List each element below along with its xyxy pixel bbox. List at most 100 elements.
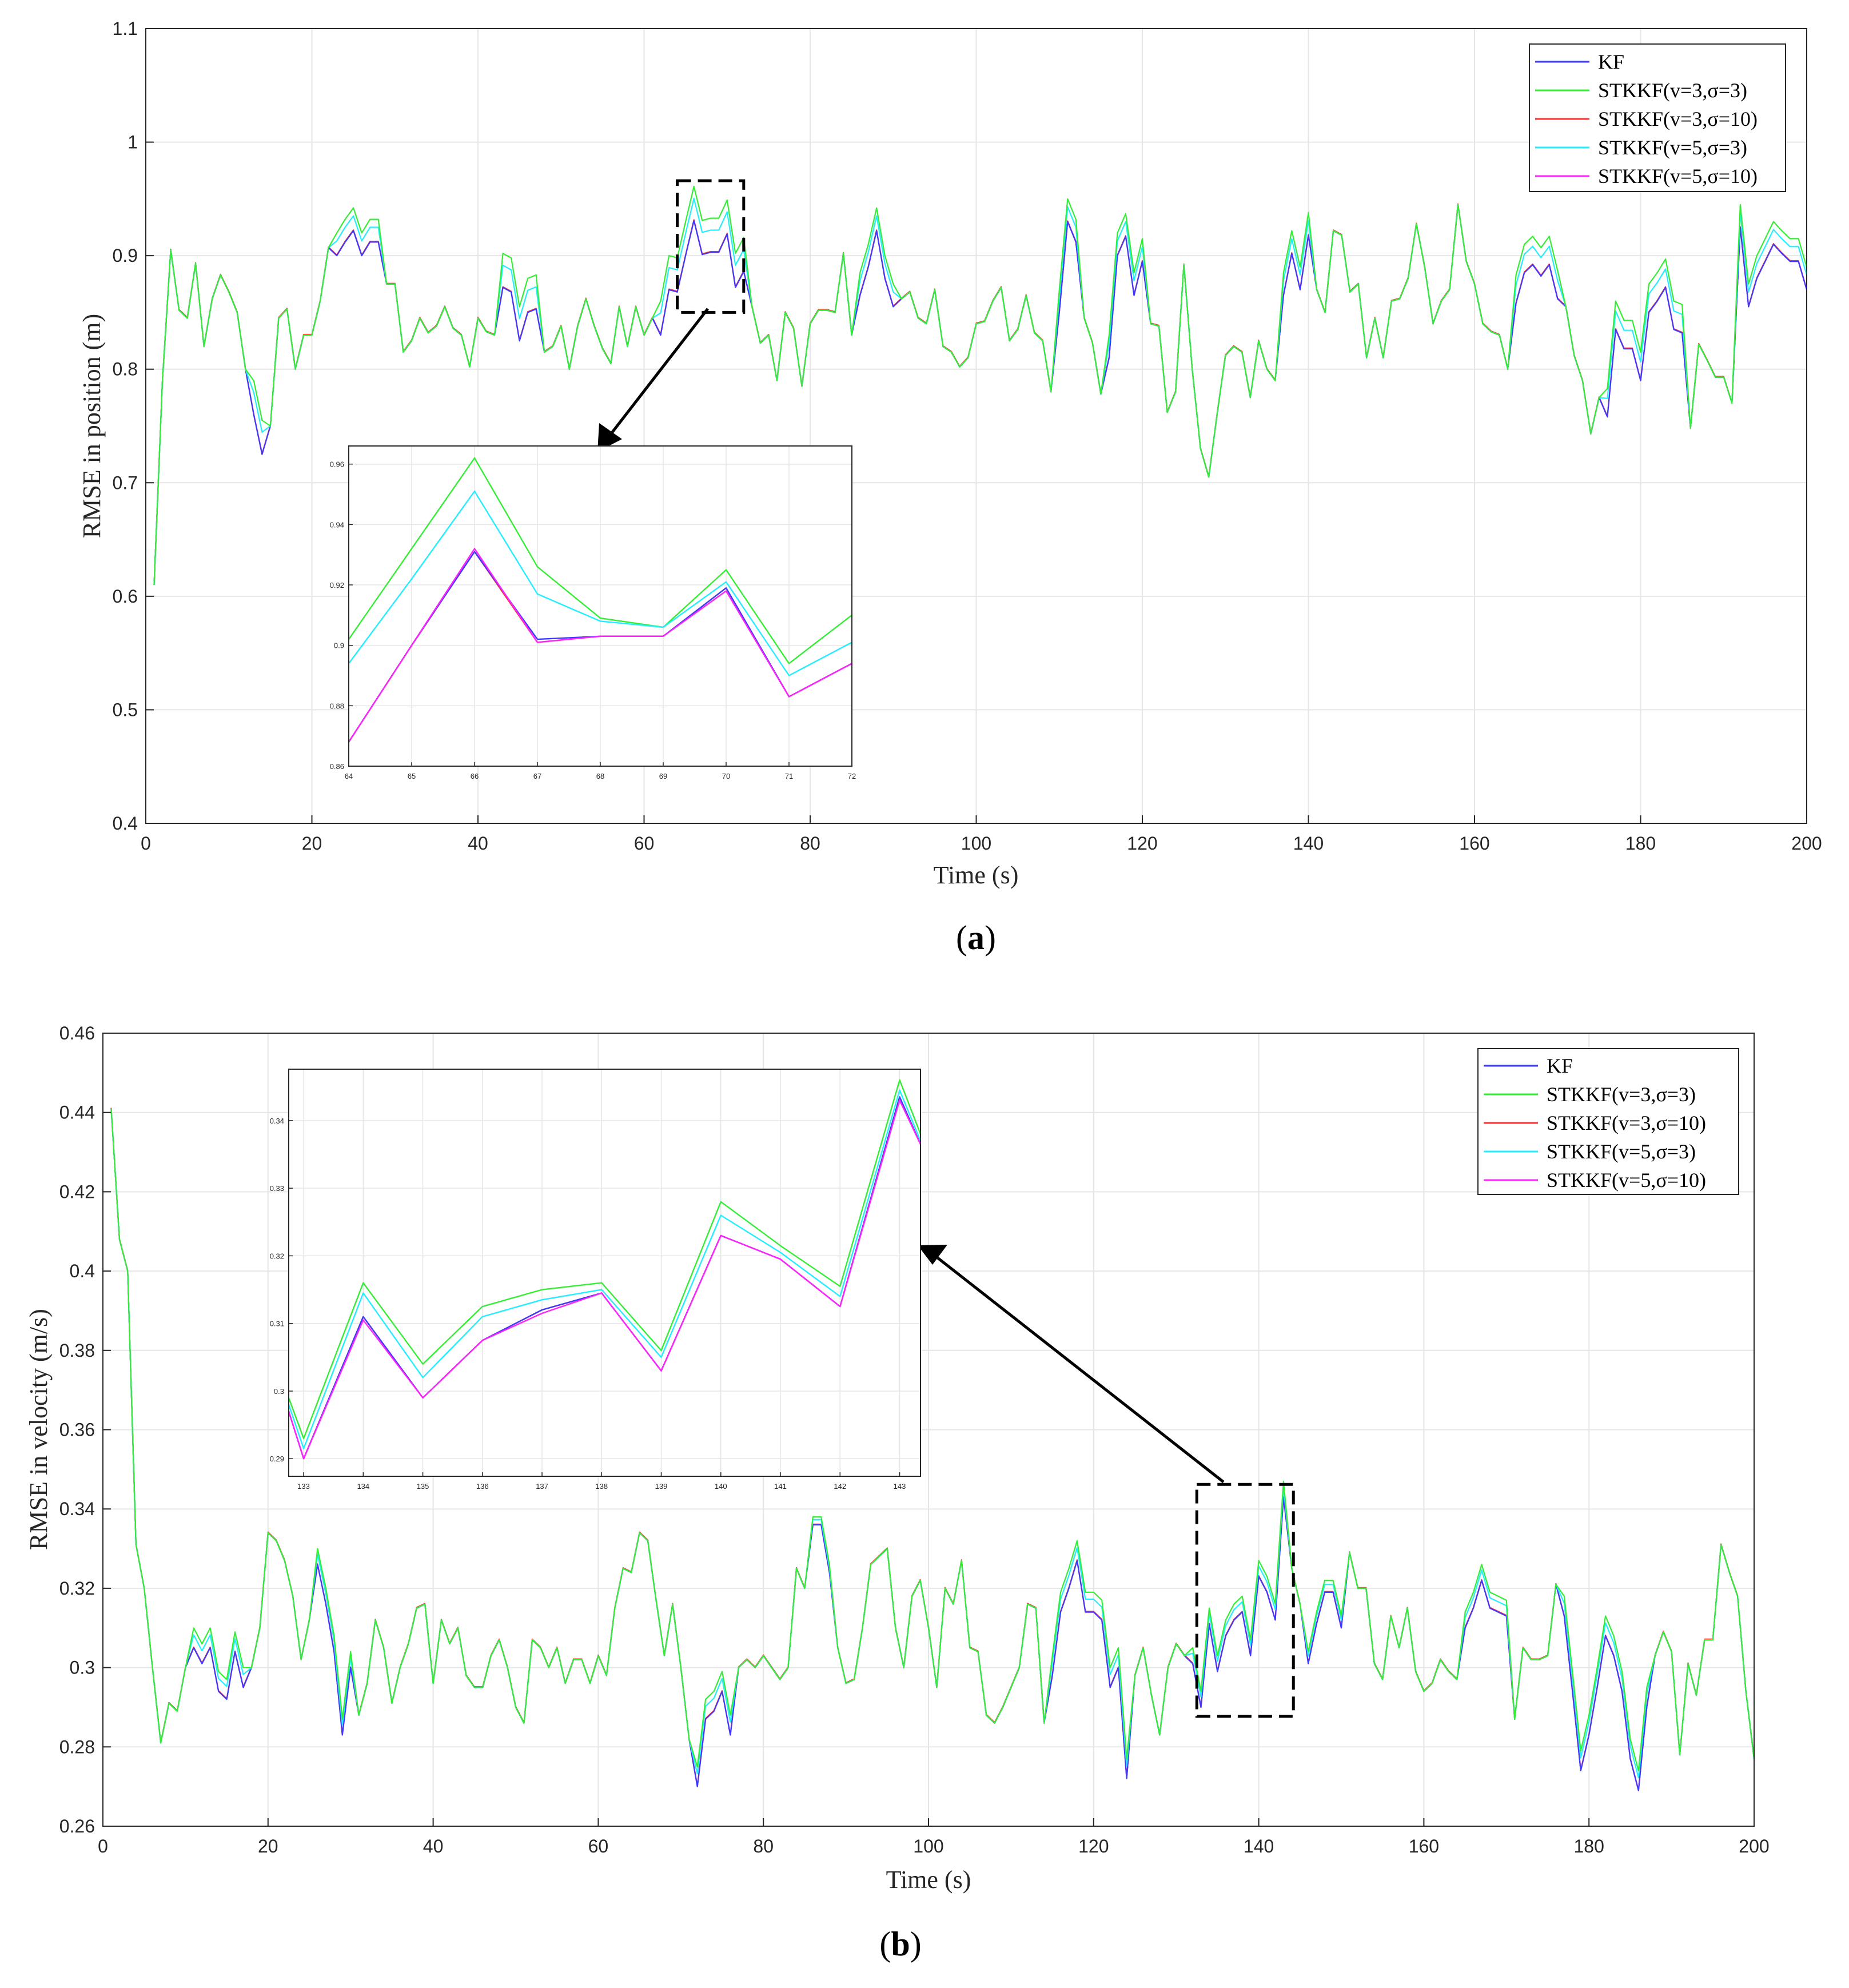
legend-a-stkkf53-label: STKKF(v=5,σ=3) — [1598, 136, 1747, 159]
chart-a-ytick-0.9: 0.9 — [113, 245, 138, 266]
chart-b-ytick-0.26: 0.26 — [59, 1816, 95, 1836]
chart-a-inset-xtick-67: 67 — [533, 772, 541, 780]
chart-a-inset-line-stkkf-v-5-10 — [348, 548, 852, 743]
chart-a-xtick-140: 140 — [1293, 833, 1324, 854]
chart-a-inset-ytick-0.94: 0.94 — [330, 520, 344, 529]
chart-b-xtick-160: 160 — [1409, 1836, 1439, 1856]
chart-b-series — [110, 1107, 1755, 1791]
chart-a-ytick-1.1: 1.1 — [113, 18, 138, 39]
chart-a-ytick-0.6: 0.6 — [113, 586, 138, 607]
chart-b-inset-ytick-0.29: 0.29 — [270, 1455, 284, 1463]
chart-b-inset-ytick-0.32: 0.32 — [270, 1252, 284, 1260]
chart-a-xtick-0: 0 — [141, 833, 151, 854]
chart-a-inset-xtick-70: 70 — [722, 772, 730, 780]
chart-b-ytick-0.32: 0.32 — [59, 1578, 95, 1599]
chart-b-inset-xtick-142: 142 — [834, 1482, 846, 1491]
chart-b-inset-line-stkkf-v-5-3 — [288, 1089, 922, 1449]
legend-b-stkkf33-label: STKKF(v=3,σ=3) — [1547, 1083, 1696, 1106]
chart-b-ytick-0.38: 0.38 — [59, 1340, 95, 1361]
chart-a-xtick-40: 40 — [468, 833, 488, 854]
chart-a-inset-xtick-71: 71 — [785, 772, 793, 780]
chart-b-inset-xtick-141: 141 — [774, 1482, 787, 1491]
chart-b-inset-xtick-140: 140 — [715, 1482, 727, 1491]
chart-b-inset-ticks: 133 134 135 136 137 138 139 140 141 142 143 0.29 0.3… — [270, 1117, 906, 1491]
chart-b-inset-xtick-136: 136 — [476, 1482, 489, 1491]
chart-b-inset-ytick-0.3: 0.3 — [274, 1387, 284, 1396]
chart-b-xtick-20: 20 — [258, 1836, 278, 1856]
chart-a-inset-line-stkkf-v-3-3 — [348, 457, 852, 664]
legend-a-stkkf510-label: STKKF(v=5,σ=10) — [1598, 165, 1758, 188]
chart-b-inset-xtick-139: 139 — [655, 1482, 668, 1491]
chart-a-xtick-200: 200 — [1791, 833, 1822, 854]
chart-b-ylabel: RMSE in velocity (m/s) — [25, 1309, 53, 1550]
chart-b-inset-ytick-0.33: 0.33 — [270, 1184, 284, 1193]
chart-b-ytick-0.46: 0.46 — [59, 1023, 95, 1043]
chart-a-xtick-120: 120 — [1127, 833, 1157, 854]
chart-b-ticks: 0 20 40 60 80 100 120 140 160 180 200 0.26 0.28 0.3 0.… — [59, 1023, 1770, 1856]
legend-a-kf-label: KF — [1598, 50, 1624, 73]
chart-a-ticks: 0 20 40 60 80 100 120 140 160 180 200 0.4 0.5 0.6 0.7 0… — [113, 18, 1822, 854]
chart-a-series — [153, 185, 1808, 585]
chart-a-zoom-arrow — [605, 308, 709, 441]
chart-b-xtick-0: 0 — [98, 1836, 108, 1856]
caption-a: (a) — [956, 919, 996, 957]
legend-b-stkkf510-label: STKKF(v=5,σ=10) — [1547, 1169, 1706, 1192]
chart-b-inset-line-stkkf-v-3-3 — [288, 1079, 922, 1440]
chart-b-inset-xtick-133: 133 — [297, 1482, 310, 1491]
chart-b-xtick-100: 100 — [913, 1836, 943, 1856]
chart-b-inset-xtick-137: 137 — [536, 1482, 548, 1491]
chart-b-inset: 133 134 135 136 137 138 139 140 141 142 143 0.29 0.3… — [270, 1069, 922, 1491]
chart-b-ytick-0.28: 0.28 — [59, 1736, 95, 1757]
chart-b-line-stkkf-v-3-3 — [110, 1108, 1755, 1771]
chart-a-ytick-0.4: 0.4 — [113, 813, 138, 834]
chart-a-xtick-160: 160 — [1459, 833, 1489, 854]
chart-a-xtick-80: 80 — [800, 833, 820, 854]
chart-a-inset-xtick-65: 65 — [408, 772, 416, 780]
chart-b-legend: KF STKKF(v=3,σ=3) STKKF(v=3,σ=10) STKKF(… — [1477, 1048, 1739, 1195]
chart-a-inset-series — [348, 457, 852, 743]
chart-b-zoom-arrow — [937, 1257, 1225, 1483]
chart-b-inset-xtick-135: 135 — [417, 1482, 429, 1491]
chart-b-inset-ytick-0.31: 0.31 — [270, 1320, 284, 1328]
chart-b-xlabel: Time (s) — [886, 1866, 971, 1894]
chart-a-xtick-60: 60 — [634, 833, 655, 854]
chart-a-arrowhead — [597, 423, 622, 452]
chart-b-xtick-140: 140 — [1244, 1836, 1274, 1856]
chart-a-line-stkkf-v-3-3 — [153, 185, 1808, 585]
chart-a-ytick-1: 1 — [127, 132, 138, 153]
chart-b-ytick-0.42: 0.42 — [59, 1181, 95, 1202]
chart-a-zoom-box — [676, 179, 746, 314]
chart-b-xtick-60: 60 — [588, 1836, 609, 1856]
chart-a-inset-line-stkkf-v-5-3 — [348, 491, 852, 676]
chart-a-inset-xtick-72: 72 — [848, 772, 856, 780]
chart-panel-a: 0 20 40 60 80 100 120 140 160 180 200 0.4 0.5 0.6 0.7 0… — [78, 18, 1822, 957]
chart-a-inset-ytick-0.96: 0.96 — [330, 460, 344, 469]
chart-a-inset-ytick-0.92: 0.92 — [330, 581, 344, 589]
chart-b-inset-xtick-138: 138 — [595, 1482, 608, 1491]
chart-b-zoom-box — [1195, 1483, 1295, 1718]
legend-a-stkkf310-label: STKKF(v=3,σ=10) — [1598, 107, 1758, 130]
chart-b-ytick-0.3: 0.3 — [70, 1658, 95, 1678]
chart-a-xtick-20: 20 — [302, 833, 322, 854]
legend-b-stkkf53-label: STKKF(v=5,σ=3) — [1547, 1140, 1696, 1163]
chart-a-xlabel: Time (s) — [934, 861, 1019, 889]
chart-a-inset-ytick-0.86: 0.86 — [330, 762, 344, 771]
chart-b-xtick-80: 80 — [753, 1836, 774, 1856]
legend-b-stkkf310-label: STKKF(v=3,σ=10) — [1547, 1111, 1706, 1134]
chart-a-ylabel: RMSE in position (m) — [78, 314, 106, 538]
chart-b-arrowhead — [918, 1245, 947, 1265]
chart-b-ytick-0.34: 0.34 — [59, 1499, 95, 1519]
chart-a-ytick-0.5: 0.5 — [113, 699, 138, 720]
chart-a-xtick-180: 180 — [1625, 833, 1656, 854]
chart-b-inset-line-stkkf-v-5-10 — [288, 1099, 922, 1460]
chart-b-xtick-180: 180 — [1574, 1836, 1604, 1856]
chart-b-inset-grid — [289, 1069, 920, 1476]
chart-a-inset-xtick-66: 66 — [471, 772, 479, 780]
chart-a-inset-ytick-0.9: 0.9 — [334, 642, 344, 650]
legend-b-kf-label: KF — [1547, 1054, 1573, 1077]
chart-a-inset: 64 65 66 67 68 69 70 71 72 0.86 0.88 0.9 0.92 0.94 0.9… — [330, 445, 856, 780]
chart-panel-b: 0 20 40 60 80 100 120 140 160 180 200 0.26 0.28 0.3 0.… — [25, 1023, 1770, 1963]
chart-b-inset-ytick-0.34: 0.34 — [270, 1117, 284, 1125]
chart-a-inset-ytick-0.88: 0.88 — [330, 702, 344, 710]
